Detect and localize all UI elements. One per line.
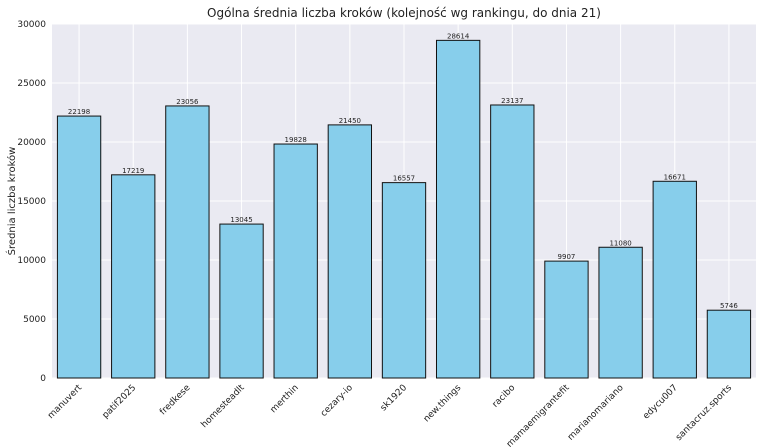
- y-tick-label: 10000: [17, 256, 46, 266]
- data-label: 17219: [122, 167, 144, 175]
- bar-sk1920: [381, 182, 427, 379]
- bar-fredkese: [165, 105, 210, 379]
- y-tick-label: 15000: [17, 197, 46, 207]
- data-label: 23056: [176, 98, 199, 106]
- bar-manuvert: [56, 115, 102, 379]
- x-tick-label: new.things: [422, 383, 464, 425]
- x-tick-label: santacruz.sports: [674, 383, 734, 443]
- y-axis-ticks: 0 5000 10000 15000 20000 25000 30000: [17, 20, 46, 384]
- bars: 22198 17219 23056 13045 19828 21450 16557 28614…: [56, 32, 752, 379]
- y-tick-label: 5000: [23, 315, 46, 325]
- data-label: 9907: [558, 253, 576, 261]
- y-tick-label: 30000: [17, 20, 46, 30]
- chart-title: Ogólna średnia liczba kroków (kolejność …: [207, 6, 601, 20]
- y-tick-label: 25000: [17, 79, 46, 89]
- bar-edycu007: [652, 180, 697, 379]
- x-tick-label: homesteadlt: [200, 383, 247, 430]
- bar-merthin: [273, 143, 318, 379]
- x-tick-label: fredkese: [158, 383, 193, 418]
- y-tick-label: 0: [40, 374, 46, 384]
- data-label: 23137: [501, 97, 523, 105]
- data-label: 5746: [720, 302, 738, 310]
- x-tick-label: racibo: [491, 383, 518, 410]
- y-tick-label: 20000: [17, 138, 46, 148]
- bar-homesteadlt: [219, 223, 264, 379]
- data-label: 16671: [664, 173, 686, 181]
- data-label: 11080: [609, 239, 631, 247]
- bar-marianomariano: [598, 246, 643, 379]
- x-tick-label: manuvert: [46, 383, 84, 421]
- data-label: 19828: [285, 136, 307, 144]
- x-axis-ticks: manuvert patif2025 fredkese homesteadlt mert…: [46, 383, 734, 448]
- x-tick-label: sk1920: [379, 383, 409, 413]
- data-label: 13045: [230, 216, 252, 224]
- data-label: 22198: [68, 108, 90, 116]
- x-tick-label: merthin: [269, 383, 301, 415]
- y-axis-label: Średnia liczba kroków: [5, 147, 18, 256]
- x-tick-label: patif2025: [101, 383, 139, 421]
- x-tick-label: cezary-io: [319, 383, 355, 419]
- bar-santacruz.sports: [706, 309, 752, 379]
- data-label: 16557: [393, 175, 415, 183]
- data-label: 21450: [339, 117, 361, 125]
- data-label: 28614: [447, 32, 470, 40]
- bar-cezary-io: [327, 124, 373, 379]
- bar-patif2025: [111, 174, 156, 379]
- bar-racibo: [490, 104, 535, 379]
- x-tick-label: edycu007: [641, 383, 679, 421]
- x-tick-label: marianomariano: [566, 383, 626, 443]
- bar-mamaemigrantefit: [544, 260, 589, 379]
- bar-new.things: [435, 39, 481, 379]
